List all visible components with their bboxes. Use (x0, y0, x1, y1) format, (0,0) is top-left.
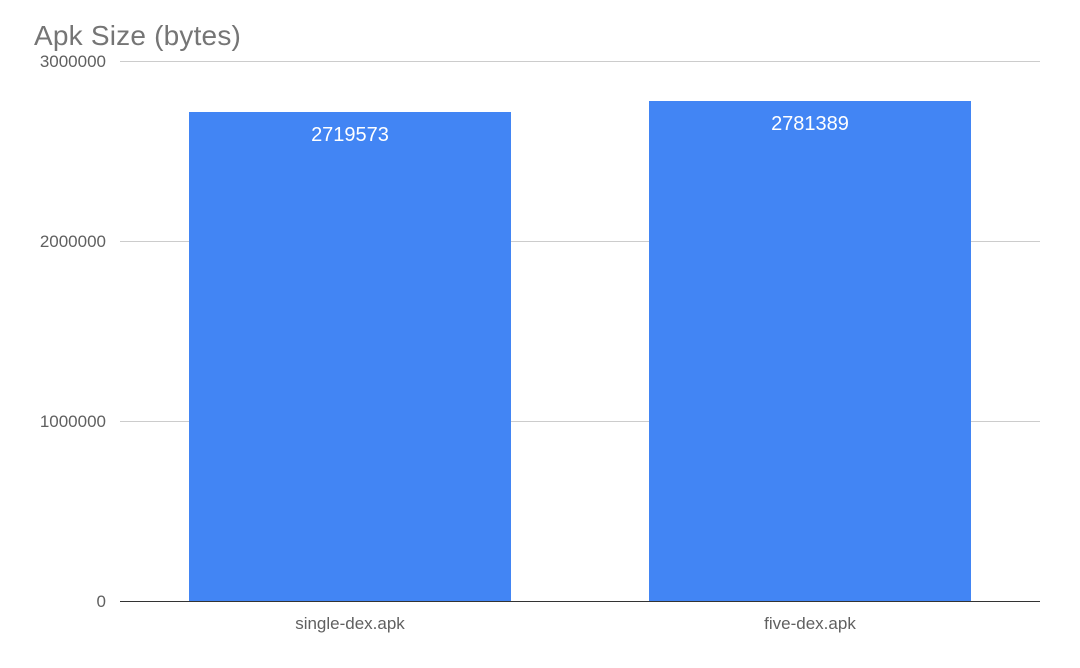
bars-layer: 2719573 2781389 (120, 62, 1040, 602)
bar-slot: 2719573 (120, 62, 580, 602)
chart-title: Apk Size (bytes) (34, 20, 1050, 52)
y-tick-label: 1000000 (40, 412, 120, 432)
y-tick-label: 3000000 (40, 52, 120, 72)
bar: 2781389 (649, 101, 971, 602)
chart-container: Apk Size (bytes) 0100000020000003000000 … (0, 0, 1080, 668)
plot-area: 0100000020000003000000 27195732781389 (120, 62, 1040, 602)
x-tick-label: five-dex.apk (580, 614, 1040, 634)
bar-value-label: 2781389 (771, 113, 849, 136)
y-tick-label: 2000000 (40, 232, 120, 252)
bar-value-label: 2719573 (311, 124, 389, 147)
y-tick-label: 0 (97, 592, 120, 612)
bar-slot: 2781389 (580, 62, 1040, 602)
x-axis-baseline (120, 601, 1040, 602)
bar: 2719573 (189, 112, 511, 602)
x-tick-label: single-dex.apk (120, 614, 580, 634)
x-axis-labels: single-dex.apkfive-dex.apk (120, 602, 1040, 634)
